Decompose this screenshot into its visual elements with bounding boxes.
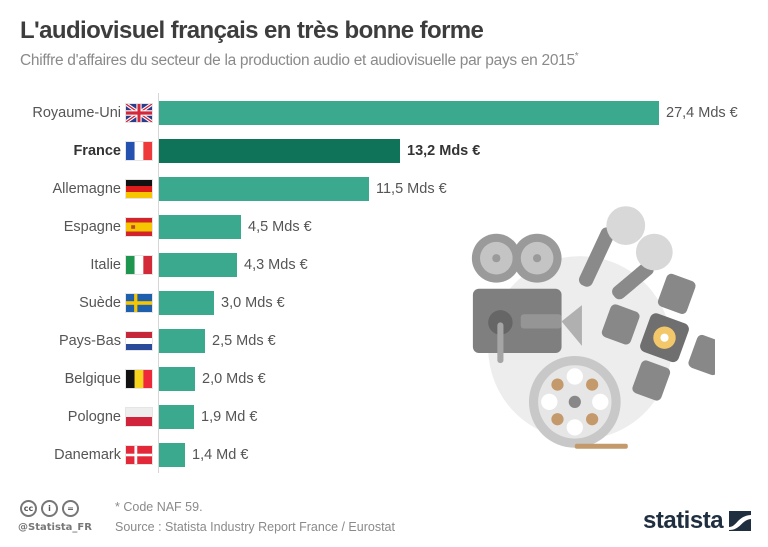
belgium-flag-icon — [126, 370, 152, 388]
value-label: 4,3 Mds € — [244, 257, 308, 273]
value-label: 11,5 Mds € — [376, 181, 447, 197]
bar[interactable] — [159, 405, 194, 429]
bar[interactable] — [159, 253, 237, 277]
bar[interactable] — [159, 101, 659, 125]
bar-row: Allemagne 11,5 Mds € — [0, 177, 768, 201]
denmark-flag-icon — [126, 446, 152, 464]
bar[interactable] — [159, 367, 195, 391]
subtitle-footnote-mark: * — [574, 51, 579, 62]
value-label: 2,0 Mds € — [202, 371, 266, 387]
value-label: 3,0 Mds € — [221, 295, 285, 311]
cc-by-icon: i — [41, 500, 58, 517]
cc-nd-icon: = — [62, 500, 79, 517]
country-label: France — [73, 143, 121, 159]
value-label: 1,9 Md € — [201, 409, 258, 425]
twitter-handle: @Statista_FR — [18, 522, 92, 533]
footnote: * Code NAF 59. — [115, 500, 203, 514]
france-flag-icon — [126, 142, 152, 160]
value-label: 1,4 Md € — [192, 447, 249, 463]
poland-flag-icon — [126, 408, 152, 426]
statista-logo-icon — [729, 511, 752, 531]
bar[interactable] — [159, 139, 400, 163]
bar[interactable] — [159, 443, 185, 467]
bar-row: Suède 3,0 Mds € — [0, 291, 768, 315]
stage-light-icon — [601, 273, 715, 401]
value-label: 2,5 Mds € — [212, 333, 276, 349]
uk-flag-icon — [126, 104, 152, 122]
value-label: 13,2 Mds € — [407, 143, 481, 159]
y-axis-line — [158, 93, 159, 473]
italy-flag-icon — [126, 256, 152, 274]
bar-row: Royaume-Uni 27,4 Mds € — [0, 101, 768, 125]
microphones-icon — [578, 206, 673, 300]
country-label: Pays-Bas — [58, 333, 121, 349]
chart-title: L'audiovisuel français en très bonne for… — [20, 17, 484, 44]
logo-text: statista — [643, 507, 724, 534]
cc-icon: cc — [20, 500, 37, 517]
bar[interactable] — [159, 329, 205, 353]
statista-logo[interactable]: statista — [643, 507, 752, 535]
source-note: Source : Statista Industry Report France… — [115, 520, 395, 534]
bar[interactable] — [159, 215, 241, 239]
country-label: Suède — [79, 295, 121, 311]
creative-commons-badges: cc i = — [20, 500, 79, 517]
bar-row: Italie 4,3 Mds € — [0, 253, 768, 277]
film-reel-icon — [528, 356, 628, 449]
country-label: Espagne — [63, 219, 121, 235]
country-label: Belgique — [64, 371, 121, 387]
bar[interactable] — [159, 291, 214, 315]
netherlands-flag-icon — [126, 332, 152, 350]
spain-flag-icon — [126, 218, 152, 236]
country-label: Pologne — [67, 409, 121, 425]
sweden-flag-icon — [126, 294, 152, 312]
value-label: 4,5 Mds € — [248, 219, 312, 235]
bar-row: Pologne 1,9 Md € — [0, 405, 768, 429]
country-label: Danemark — [54, 447, 121, 463]
value-label: 27,4 Mds € — [666, 105, 738, 121]
country-label: Italie — [90, 257, 121, 273]
bar-row: Belgique 2,0 Mds € — [0, 367, 768, 391]
chart-subtitle: Chiffre d'affaires du secteur de la prod… — [20, 51, 579, 70]
germany-flag-icon — [126, 180, 152, 198]
country-label: Royaume-Uni — [32, 105, 121, 121]
country-label: Allemagne — [52, 181, 121, 197]
bar-row: Espagne 4,5 Mds € — [0, 215, 768, 239]
audiovisual-illustration — [471, 206, 715, 449]
bar-row: Danemark 1,4 Md € — [0, 443, 768, 467]
bar-row: Pays-Bas 2,5 Mds € — [0, 329, 768, 353]
subtitle-text: Chiffre d'affaires du secteur de la prod… — [20, 52, 575, 70]
bar-row: France 13,2 Mds € — [0, 139, 768, 163]
bar[interactable] — [159, 177, 369, 201]
film-camera-icon — [471, 233, 582, 364]
